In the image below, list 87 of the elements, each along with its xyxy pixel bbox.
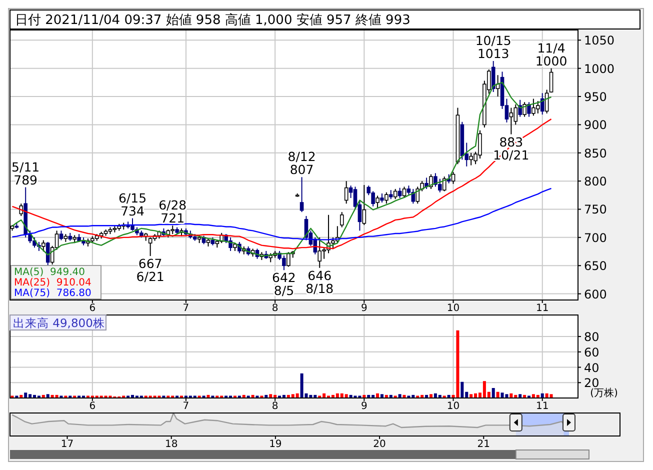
y-axis-title: (万株) — [590, 387, 618, 399]
bar — [456, 330, 460, 398]
candlestick — [59, 230, 64, 241]
text: MA(25) 910.04 — [14, 278, 92, 288]
candlestick — [376, 195, 380, 209]
y-tick-label: 800 — [584, 174, 607, 189]
x-tick-label: 9 — [360, 401, 368, 412]
candlestick — [388, 190, 393, 200]
candlestick — [380, 192, 384, 203]
x-tick-label: 21 — [477, 439, 490, 450]
bar — [505, 394, 508, 398]
y-tick-label: 600 — [584, 287, 607, 302]
bar — [269, 394, 272, 398]
series-label: MA(5) 949.40 — [14, 267, 85, 278]
x-tick-label: 7 — [182, 303, 190, 314]
annotation: 667 6/21 — [136, 256, 164, 284]
x-tick-label: 20 — [373, 439, 386, 450]
bar — [500, 392, 504, 398]
y-tick-label: 1050 — [584, 34, 615, 48]
candlestick — [398, 187, 402, 198]
candlestick — [42, 240, 46, 252]
bar — [380, 394, 384, 398]
annotation: 10/15 1013 — [475, 33, 512, 61]
annotation: 646 8/18 — [306, 268, 334, 296]
annotation: 6/28 721 — [158, 198, 187, 226]
candlestick — [340, 212, 344, 228]
bar — [460, 382, 464, 398]
annotation: 11/4 1000 — [535, 40, 568, 68]
bar — [398, 394, 402, 398]
candlestick — [148, 236, 152, 257]
candlestick — [318, 236, 322, 268]
candlestick — [509, 107, 514, 135]
bar — [518, 394, 522, 398]
x-tick-label: 6 — [89, 303, 96, 314]
bar — [46, 394, 50, 398]
candlestick — [540, 92, 544, 116]
bar — [429, 394, 432, 398]
chart-title: 日付 2021/11/04 09:37 始値 958 高値 1,000 安値 957 終値 993 — [15, 12, 410, 28]
candlestick — [384, 192, 388, 204]
x-tick-label: 6 — [89, 401, 96, 412]
annotation: 5/11 789 — [12, 159, 40, 188]
y-tick-label: 40 — [584, 360, 600, 375]
y-tick-label: 850 — [584, 146, 607, 160]
text: MA(75) 786.80 — [14, 288, 92, 299]
x-tick-label: 10 — [446, 303, 460, 314]
x-tick-label: 10 — [446, 401, 460, 412]
x-tick-label: 18 — [164, 439, 178, 450]
bar — [550, 394, 553, 398]
chart-title: 出来高 49,800株 — [13, 316, 105, 330]
x-tick-label: 17 — [60, 439, 74, 450]
y-tick-label: 650 — [584, 259, 607, 274]
x-tick-label: 9 — [360, 303, 368, 314]
bar — [470, 394, 473, 398]
candlestick — [522, 102, 526, 118]
x-tick-label: 8 — [272, 401, 278, 412]
y-tick-label: 1000 — [584, 62, 615, 76]
candlestick — [416, 186, 420, 204]
y-tick-label: 80 — [584, 330, 600, 344]
candlestick — [491, 60, 496, 93]
y-tick-label: 900 — [584, 118, 607, 132]
candlestick — [402, 186, 406, 198]
candlestick — [268, 252, 273, 263]
candlestick — [549, 68, 554, 94]
candlestick — [286, 252, 290, 268]
candlestick — [518, 99, 522, 118]
x-tick-label: 7 — [182, 401, 190, 412]
candlestick — [300, 176, 304, 213]
candlestick — [514, 104, 518, 126]
x-tick-label: 8 — [272, 303, 278, 314]
x-tick-label: 11 — [536, 303, 549, 314]
candlestick — [527, 102, 531, 118]
x-tick-label: 11 — [536, 401, 549, 412]
bar — [24, 392, 28, 398]
y-tick-label: 950 — [584, 90, 607, 104]
y-tick-label: 60 — [584, 345, 600, 360]
candlestick — [362, 184, 366, 226]
x-tick-label: 19 — [269, 439, 282, 450]
y-tick-label: 700 — [584, 230, 607, 245]
annotation: 642 8/5 — [272, 270, 296, 298]
annotation: 6/15 734 — [118, 190, 147, 218]
annotation: 8/12 807 — [288, 149, 316, 178]
candlestick — [344, 180, 348, 204]
candlestick — [442, 176, 446, 192]
bar — [344, 394, 348, 398]
candlestick — [451, 172, 456, 184]
bar — [492, 388, 495, 398]
y-tick-label: 750 — [584, 202, 607, 217]
